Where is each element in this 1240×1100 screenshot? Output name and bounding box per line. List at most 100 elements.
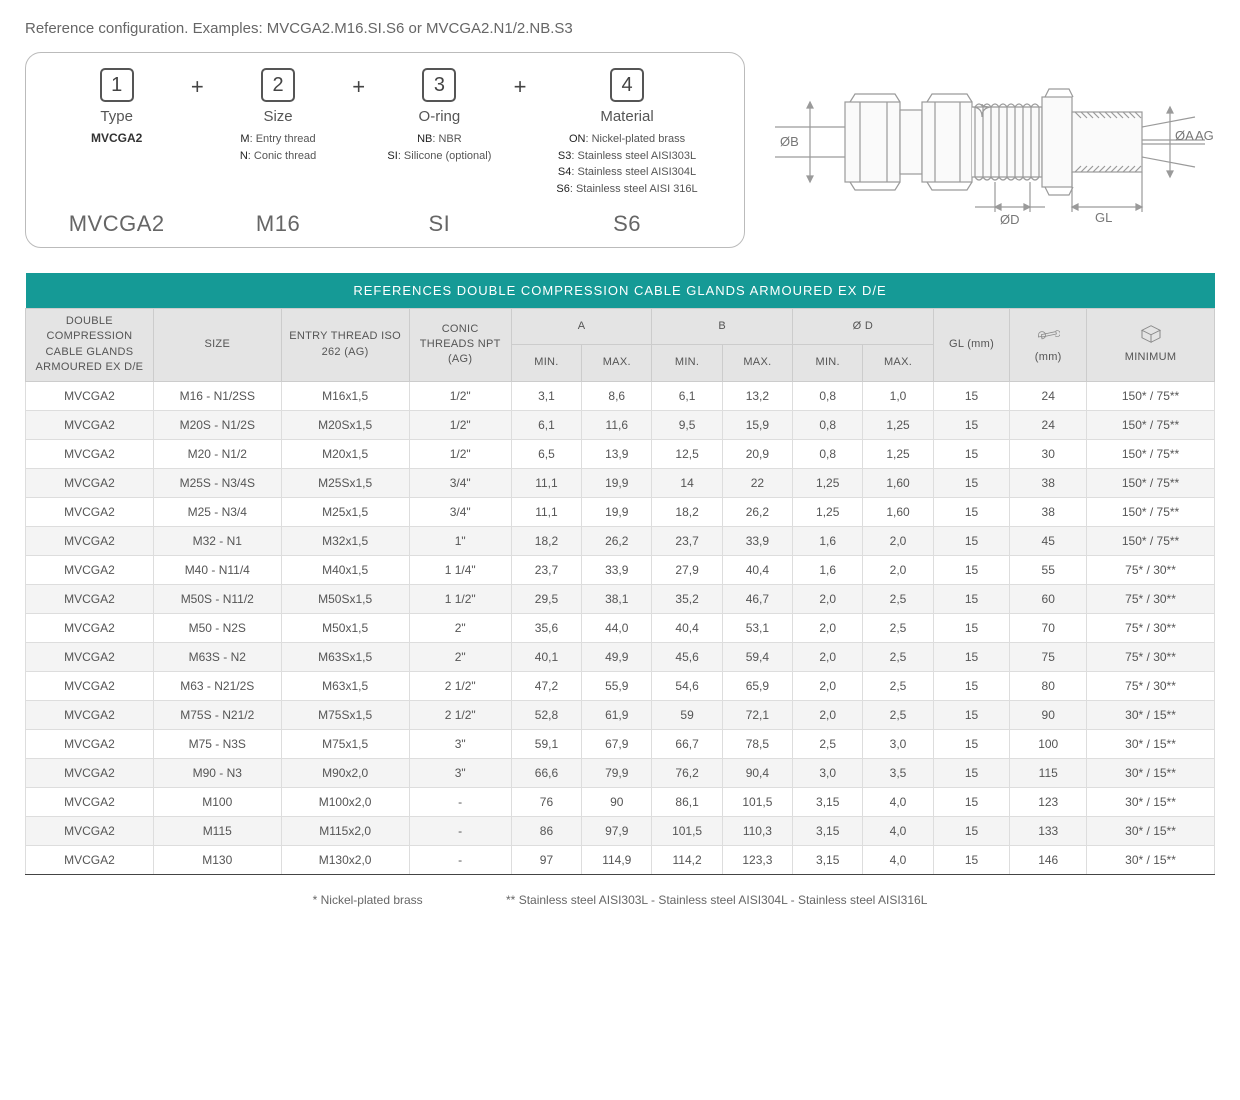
- config-col-type: 1TypeMVCGA2: [51, 68, 182, 145]
- plus-separator: +: [505, 68, 535, 100]
- table-cell: 15: [933, 642, 1010, 671]
- table-cell: 30* / 15**: [1087, 816, 1215, 845]
- config-example: MVCGA2: [51, 211, 182, 237]
- config-title: Type: [51, 108, 182, 125]
- table-cell: -: [409, 816, 511, 845]
- table-cell: M130: [153, 845, 281, 874]
- table-cell: MVCGA2: [26, 700, 154, 729]
- table-row: MVCGA2M63S - N2M63Sx1,52"40,149,945,659,…: [26, 642, 1215, 671]
- table-cell: 1,6: [793, 526, 863, 555]
- table-cell: MVCGA2: [26, 410, 154, 439]
- table-cell: 33,9: [722, 526, 792, 555]
- table-cell: M75Sx1,5: [281, 700, 409, 729]
- table-cell: M115: [153, 816, 281, 845]
- table-cell: M20 - N1/2: [153, 439, 281, 468]
- table-cell: 15: [933, 671, 1010, 700]
- table-cell: MVCGA2: [26, 729, 154, 758]
- table-cell: 15: [933, 787, 1010, 816]
- table-cell: M90x2,0: [281, 758, 409, 787]
- table-row: MVCGA2M75S - N21/2M75Sx1,52 1/2"52,861,9…: [26, 700, 1215, 729]
- table-cell: 15: [933, 555, 1010, 584]
- table-cell: 67,9: [582, 729, 652, 758]
- config-col-o-ring: 3O-ringNB: NBRSI: Silicone (optional): [374, 68, 505, 164]
- table-cell: 18,2: [511, 526, 581, 555]
- config-num: 1: [100, 68, 134, 102]
- table-cell: MVCGA2: [26, 671, 154, 700]
- table-cell: M50S - N11/2: [153, 584, 281, 613]
- table-cell: 86,1: [652, 787, 722, 816]
- table-cell: 100: [1010, 729, 1087, 758]
- table-cell: MVCGA2: [26, 439, 154, 468]
- table-cell: 1,25: [793, 468, 863, 497]
- config-num: 3: [422, 68, 456, 102]
- reference-config-line: Reference configuration. Examples: MVCGA…: [25, 20, 1215, 37]
- table-cell: 38: [1010, 497, 1087, 526]
- table-cell: MVCGA2: [26, 613, 154, 642]
- th-sub: MAX.: [722, 345, 792, 381]
- diagram-label-oa: ØA: [1175, 128, 1194, 143]
- config-title: Size: [212, 108, 343, 125]
- table-cell: MVCGA2: [26, 584, 154, 613]
- table-cell: 15: [933, 497, 1010, 526]
- table-cell: 1,25: [793, 497, 863, 526]
- table-cell: 15: [933, 410, 1010, 439]
- table-cell: 40,4: [652, 613, 722, 642]
- table-cell: MVCGA2: [26, 381, 154, 410]
- table-cell: 55: [1010, 555, 1087, 584]
- table-cell: 97,9: [582, 816, 652, 845]
- table-cell: 101,5: [722, 787, 792, 816]
- table-cell: 86: [511, 816, 581, 845]
- diagram-label-od: ØD: [1000, 212, 1020, 227]
- table-cell: M25 - N3/4: [153, 497, 281, 526]
- table-cell: 20,9: [722, 439, 792, 468]
- th-gl: GL (mm): [933, 309, 1010, 382]
- th-conic-thread: CONIC THREADS NPT (AG): [409, 309, 511, 382]
- table-row: MVCGA2M40 - N11/4M40x1,51 1/4"23,733,927…: [26, 555, 1215, 584]
- table-cell: 150* / 75**: [1087, 468, 1215, 497]
- table-cell: M20Sx1,5: [281, 410, 409, 439]
- table-cell: M63 - N21/2S: [153, 671, 281, 700]
- table-cell: 3": [409, 758, 511, 787]
- table-cell: M32x1,5: [281, 526, 409, 555]
- table-cell: 59,4: [722, 642, 792, 671]
- table-row: MVCGA2M130M130x2,0-97114,9114,2123,33,15…: [26, 845, 1215, 874]
- table-cell: M50x1,5: [281, 613, 409, 642]
- table-cell: 4,0: [863, 787, 933, 816]
- table-cell: 1": [409, 526, 511, 555]
- table-cell: 23,7: [511, 555, 581, 584]
- table-cell: 26,2: [722, 497, 792, 526]
- table-cell: 23,7: [652, 526, 722, 555]
- table-cell: M115x2,0: [281, 816, 409, 845]
- th-size: SIZE: [153, 309, 281, 382]
- config-example: SI: [374, 211, 505, 237]
- table-cell: 4,0: [863, 816, 933, 845]
- table-cell: 18,2: [652, 497, 722, 526]
- table-cell: 3,5: [863, 758, 933, 787]
- table-cell: 60: [1010, 584, 1087, 613]
- table-cell: 19,9: [582, 497, 652, 526]
- table-cell: 0,8: [793, 381, 863, 410]
- table-cell: 35,6: [511, 613, 581, 642]
- table-cell: M63Sx1,5: [281, 642, 409, 671]
- config-title: Material: [535, 108, 719, 125]
- table-cell: 70: [1010, 613, 1087, 642]
- diagram-label-ag: AG: [1195, 128, 1214, 143]
- table-cell: 0,8: [793, 439, 863, 468]
- table-cell: 75: [1010, 642, 1087, 671]
- table-cell: 15: [933, 758, 1010, 787]
- table-cell: 3,1: [511, 381, 581, 410]
- table-cell: 150* / 75**: [1087, 497, 1215, 526]
- table-cell: 2,0: [793, 613, 863, 642]
- config-desc: NB: NBRSI: Silicone (optional): [374, 131, 505, 164]
- table-cell: M40x1,5: [281, 555, 409, 584]
- table-cell: 6,1: [511, 410, 581, 439]
- th-b: B: [652, 309, 793, 345]
- table-cell: 30* / 15**: [1087, 758, 1215, 787]
- table-cell: 133: [1010, 816, 1087, 845]
- table-row: MVCGA2M50S - N11/2M50Sx1,51 1/2"29,538,1…: [26, 584, 1215, 613]
- spec-table-wrap: REFERENCES DOUBLE COMPRESSION CABLE GLAN…: [25, 273, 1215, 875]
- table-cell: M25S - N3/4S: [153, 468, 281, 497]
- top-section: 1TypeMVCGA2+2SizeM: Entry threadN: Conic…: [25, 52, 1215, 248]
- table-cell: M25Sx1,5: [281, 468, 409, 497]
- table-cell: 3,0: [863, 729, 933, 758]
